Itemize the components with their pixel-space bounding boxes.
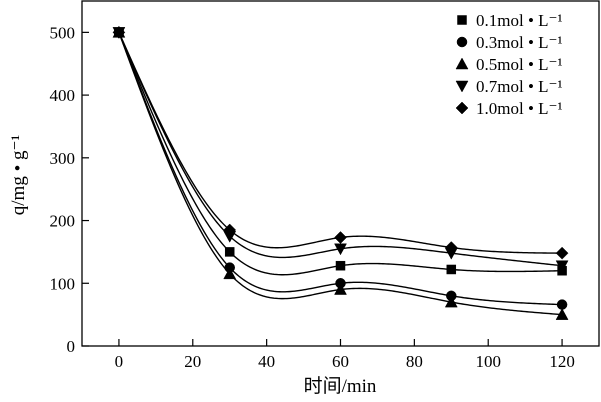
y-tick-label: 400 [50,86,76,105]
legend-label-0-3: 0.3mol • L⁻¹ [476,33,563,52]
x-tick-label: 20 [184,352,201,371]
data-point-0-5 [444,295,458,308]
legend-marker-0-3 [456,36,468,48]
y-tick-label: 100 [50,274,76,293]
data-point-0-5 [223,267,237,280]
legend-label-0-5: 0.5mol • L⁻¹ [476,55,563,74]
legend-marker-1-0 [455,101,469,115]
legend-label-0-7: 0.7mol • L⁻¹ [476,77,563,96]
legend: 0.1mol • L⁻¹ 0.3mol • L⁻¹ 0.5mol • L⁻¹ 0.7m… [455,11,563,118]
y-axis-title: q/mg • g⁻¹ [8,134,29,215]
x-tick-label: 60 [332,352,349,371]
ticks: 0 20 40 60 80 100 120 0 100 200 300 400 500 [50,23,575,371]
y-tick-label: 300 [50,149,76,168]
x-tick-label: 120 [549,352,575,371]
x-tick-label: 100 [475,352,501,371]
legend-label-0-1: 0.1mol • L⁻¹ [476,11,563,30]
data-point-0-5 [334,283,347,295]
x-tick-label: 80 [406,352,423,371]
series-curves [118,32,563,316]
data-point-1-0 [112,26,126,39]
y-tick-label: 500 [50,23,76,42]
y-tick-label: 0 [67,337,76,356]
data-point-0-1 [335,260,346,271]
legend-marker-0-1 [457,15,467,25]
legend-marker-0-7 [455,80,469,93]
data-point-1-0 [223,223,237,237]
data-point-0-5 [555,308,569,320]
x-axis-title: 时间/min [304,375,377,397]
y-tick-label: 200 [50,212,76,231]
data-point-1-0 [444,241,458,254]
series-markers [112,25,569,320]
data-point-0-1 [224,247,235,257]
data-point-0-7 [555,260,569,273]
legend-label-1-0: 1.0mol • L⁻¹ [476,99,563,118]
x-tick-label: 40 [258,352,275,371]
data-point-1-0 [555,246,569,260]
data-point-0-3 [556,299,568,310]
data-point-1-0 [334,231,347,244]
x-tick-label: 0 [115,352,124,371]
legend-marker-0-5 [455,57,469,70]
data-point-0-1 [446,264,457,275]
